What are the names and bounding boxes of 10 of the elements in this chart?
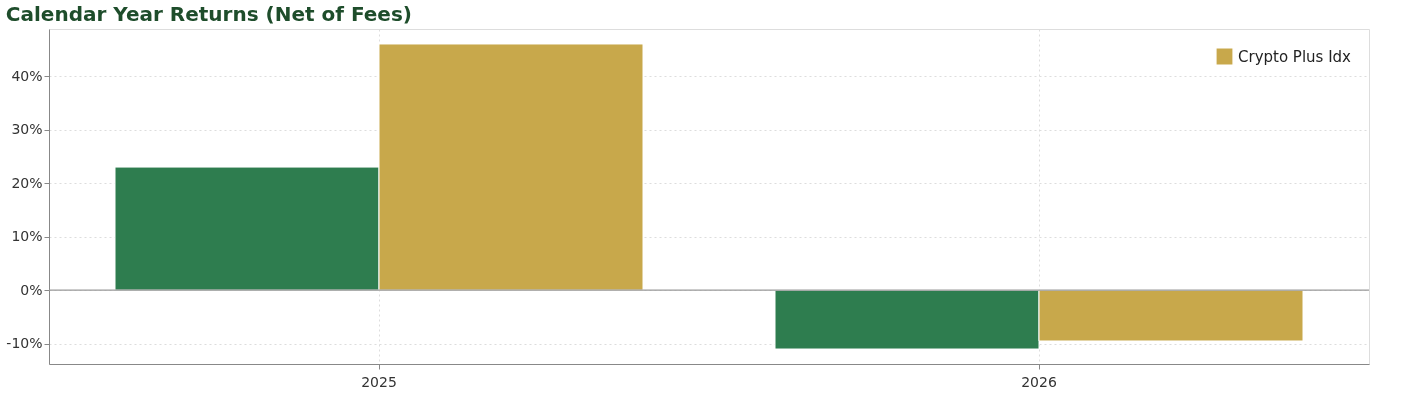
y-tick-label: -10% bbox=[6, 335, 43, 352]
y-tick-label: 30% bbox=[11, 121, 43, 138]
chart-title: Calendar Year Returns (Net of Fees) bbox=[5, 2, 412, 26]
y-tick-label: 20% bbox=[11, 174, 43, 191]
x-tick-label: 2026 bbox=[1021, 373, 1057, 390]
y-tick-label: 10% bbox=[11, 228, 43, 245]
legend-label: Crypto Plus Idx bbox=[1238, 47, 1352, 66]
x-tick-label: 2025 bbox=[361, 373, 397, 390]
y-tick-label: 0% bbox=[20, 281, 43, 298]
y-tick-label: 40% bbox=[11, 67, 43, 84]
